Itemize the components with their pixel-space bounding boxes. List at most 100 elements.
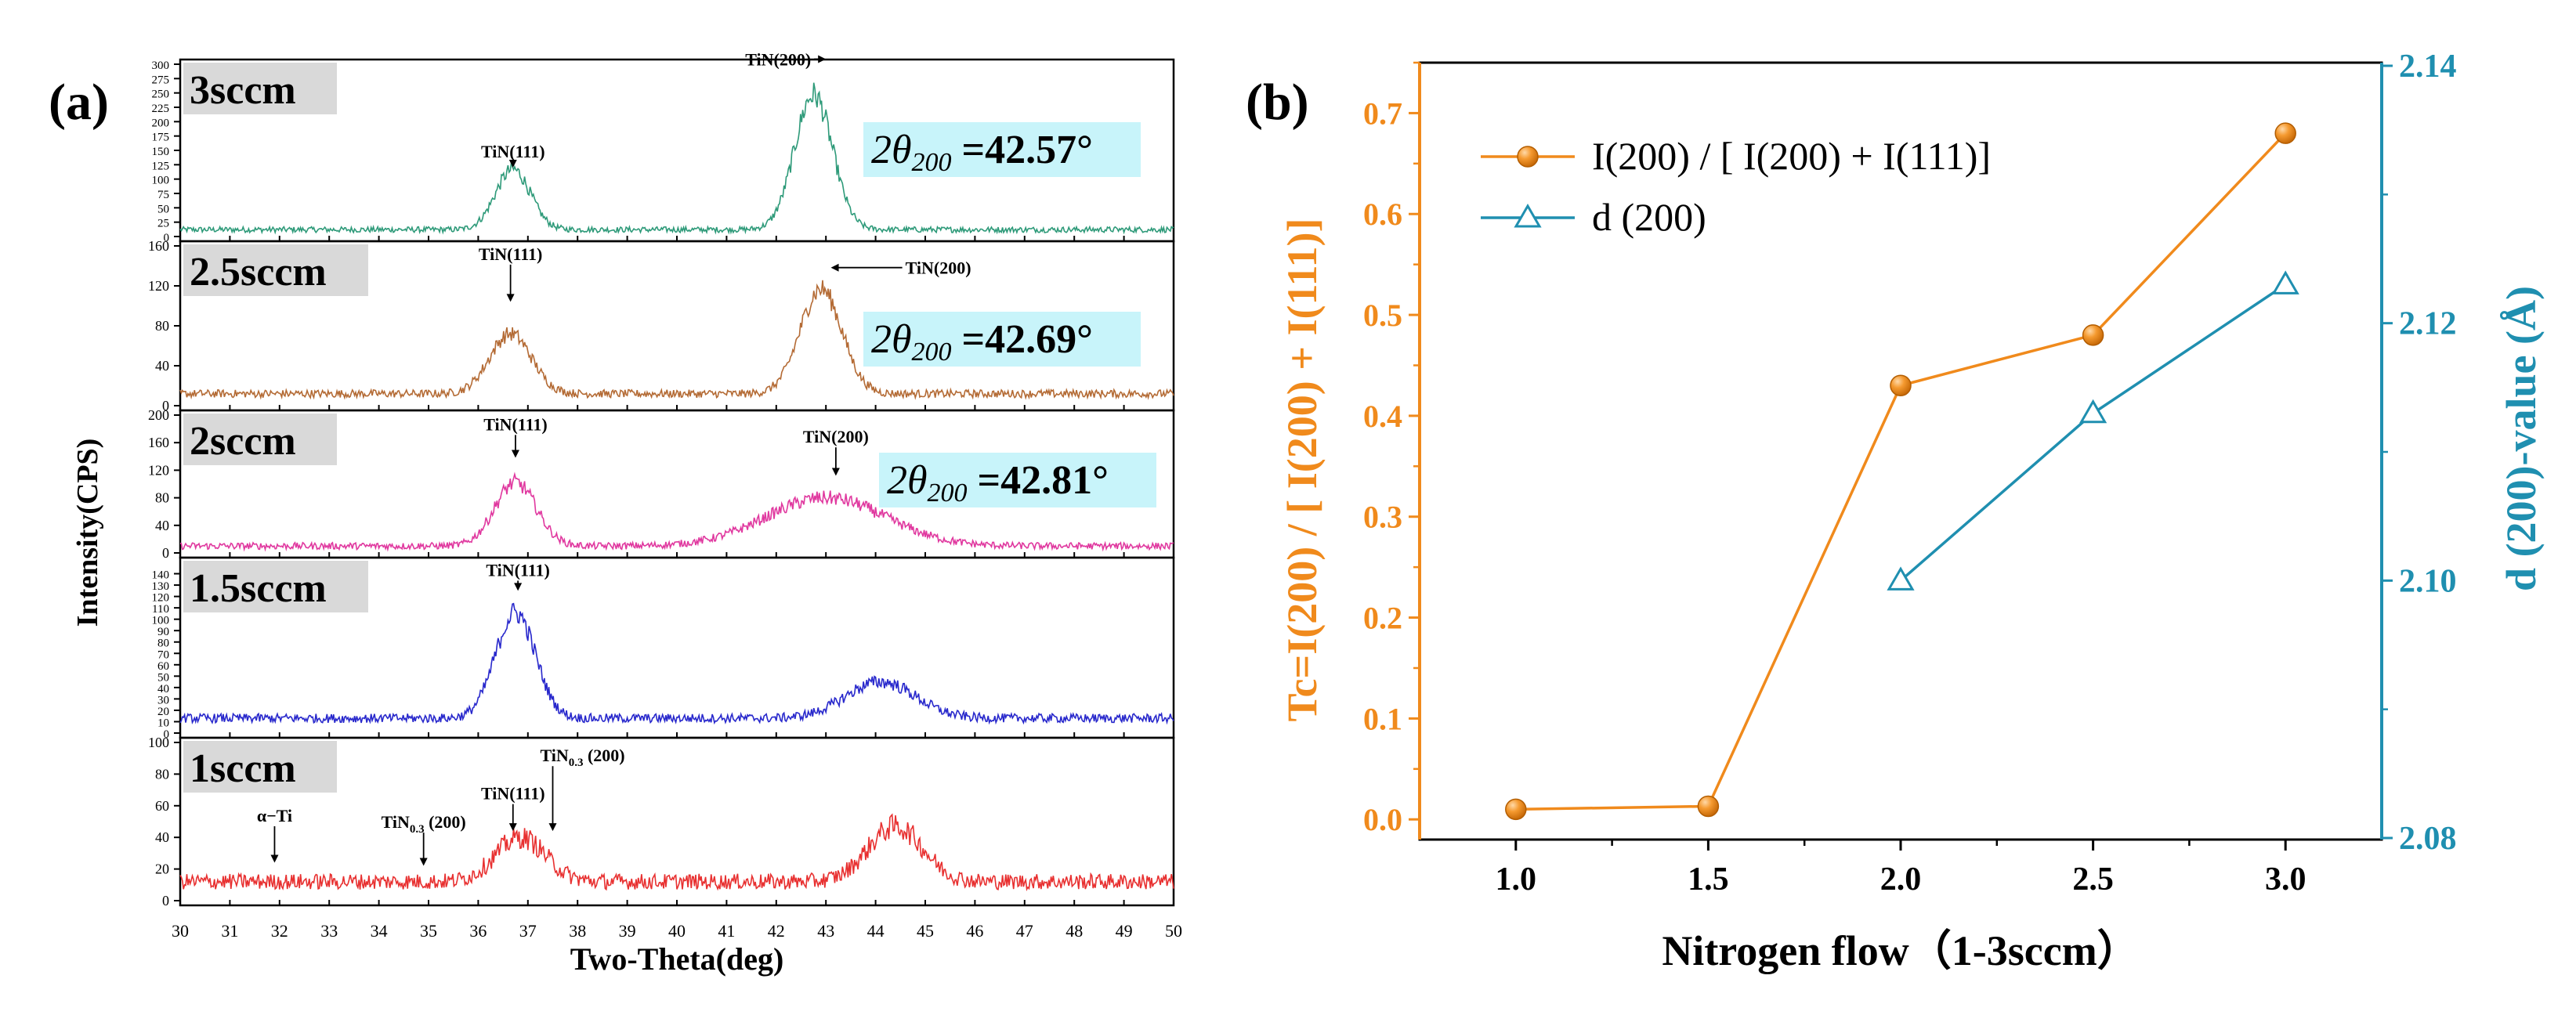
y-tick-label: 120 <box>148 278 169 294</box>
panel-a-x-axis-label: Two-Theta(deg) <box>570 941 784 977</box>
y-tick-label: 0 <box>162 545 169 561</box>
left-y-tick-label: 0.1 <box>1363 701 1402 736</box>
tc-point <box>2082 324 2104 346</box>
tc-point <box>1890 374 1912 397</box>
y-tick-label: 25 <box>157 218 169 230</box>
annotation-arrowhead <box>511 450 519 458</box>
x-tick-label: 45 <box>917 921 934 941</box>
spectrum-line-2.5sccm <box>179 280 1174 400</box>
y-tick-label: 140 <box>152 569 170 582</box>
y-tick-label: 40 <box>155 358 169 374</box>
peak-annotation: TiN(111) <box>481 784 545 804</box>
panel-b-x-axis-label: Nitrogen flow（1-3sccm） <box>1662 927 2139 974</box>
x-tick-label: 3.0 <box>2265 861 2306 898</box>
d200-point <box>2079 399 2107 424</box>
annotation-arrowhead <box>508 160 517 168</box>
y-tick-label: 300 <box>152 60 170 72</box>
annotation-arrowhead <box>831 468 840 476</box>
left-y-tick-label: 0.0 <box>1363 802 1402 837</box>
left-y-tick-label: 0.5 <box>1363 298 1402 333</box>
sample-label-box <box>183 244 368 296</box>
panel-b-label: (b) <box>1246 74 1309 131</box>
x-tick-label: 38 <box>569 921 586 941</box>
spectrum-line-1.5sccm <box>179 602 1174 725</box>
y-tick-label: 0 <box>164 728 170 741</box>
tc-point <box>2274 122 2296 144</box>
annotation-arrowhead <box>514 583 523 591</box>
right-y-tick-label: 2.08 <box>2399 821 2457 857</box>
panel-a-y-axis-label: Intensity(CPS) <box>71 439 104 627</box>
y-tick-label: 275 <box>152 74 170 86</box>
subplot-2sccm: 0 40 80 120 160 200 2sccm TiN(111) TiN(200) 2θ200… <box>148 407 1175 561</box>
annotation-arrowhead <box>419 858 428 866</box>
annotation-arrowhead <box>818 55 827 63</box>
legend-marker-tc <box>1517 146 1539 168</box>
annotation-arrowhead <box>506 294 515 302</box>
x-tick-label: 36 <box>469 921 487 941</box>
x-tick-label: 2.0 <box>1880 861 1922 898</box>
x-tick-label: 49 <box>1116 921 1133 941</box>
subplot-2.5sccm: 0 40 80 120 160 2.5sccm TiN(111) TiN(200) 2θ200 … <box>148 238 1175 414</box>
x-tick-label: 50 <box>1165 921 1182 941</box>
spectrum-line-2sccm <box>179 471 1174 552</box>
panel-a: (a) Intensity(CPS) Two-Theta(deg) 0 25 50 7… <box>49 49 1182 977</box>
left-y-tick-label: 0.6 <box>1363 197 1402 232</box>
legend-label-d200: d (200) <box>1592 195 1706 239</box>
peak-annotation: TiN(200) <box>803 427 869 446</box>
x-tick-label: 48 <box>1065 921 1083 941</box>
x-tick-label: 46 <box>966 921 983 941</box>
y-tick-label: 200 <box>152 117 170 129</box>
annotation-arrowhead <box>508 823 517 832</box>
x-tick-label: 39 <box>619 921 636 941</box>
x-tick-label: 42 <box>768 921 785 941</box>
y-tick-label: 80 <box>155 766 169 782</box>
y-tick-label: 60 <box>155 798 169 814</box>
y-tick-label: 0 <box>162 398 169 414</box>
right-y-tick-label: 2.10 <box>2399 563 2457 599</box>
peak-annotation: α−Ti <box>257 806 292 825</box>
subplot-3sccm: 0 25 50 75 100 125 150 175 200 225 250 275 300 3sccm T… <box>152 49 1175 244</box>
subplot-1sccm: 0 20 40 60 80 100 1sccm α−Ti TiN0.3 (200) TiN(111… <box>148 735 1175 908</box>
x-tick-label: 37 <box>519 921 537 941</box>
sample-label: 1sccm <box>190 746 296 791</box>
legend-label-tc: I(200) / [ I(200) + I(111)] <box>1592 134 1991 178</box>
x-tick-label: 33 <box>320 921 338 941</box>
tc-point <box>1505 798 1527 821</box>
sample-label-box <box>183 741 337 793</box>
panel-b-y-axis-labels: Tc=I(200) / [ I(200) + I(111)] d (200)-va… <box>1279 218 2545 721</box>
peak-position-label: 2θ200 =42.57° <box>871 128 1093 177</box>
sample-label: 1.5sccm <box>190 566 327 611</box>
left-y-tick-label: 0.7 <box>1363 96 1402 131</box>
y-tick-label: 70 <box>157 648 169 661</box>
peak-annotation: TiN(111) <box>481 142 545 161</box>
d200-point <box>1887 566 1915 591</box>
x-tick-label: 44 <box>867 921 885 941</box>
sample-label: 3sccm <box>190 68 296 113</box>
y-tick-label: 120 <box>148 462 169 478</box>
y-tick-label: 40 <box>155 829 169 845</box>
sample-label: 2.5sccm <box>190 250 327 294</box>
sample-label-box <box>183 561 368 612</box>
y-tick-label: 40 <box>155 518 169 533</box>
panel-b-plot-frame <box>1418 61 2383 841</box>
x-tick-label: 34 <box>371 921 388 941</box>
y-tick-label: 225 <box>152 103 170 115</box>
left-y-tick-label: 0.4 <box>1363 399 1402 434</box>
y-tick-label: 160 <box>148 435 169 450</box>
panel-b-legend: I(200) / [ I(200) + I(111)] d (200) <box>1481 134 1991 239</box>
annotation-arrowhead <box>548 823 557 832</box>
x-tick-label: 1.5 <box>1688 861 1729 898</box>
sample-label: 2sccm <box>190 419 296 464</box>
peak-position-box <box>863 122 1141 177</box>
panel-a-label: (a) <box>49 74 109 131</box>
annotation-arrowhead <box>830 263 839 272</box>
y-tick-label: 200 <box>148 407 169 423</box>
y-tick-label: 125 <box>152 160 170 172</box>
panel-a-x-ticks: 30 31 32 33 34 35 36 37 38 39 40 41 42 43 44 45 46 47 48 49… <box>172 921 1182 941</box>
y-tick-label: 150 <box>152 146 170 158</box>
y-tick-label: 75 <box>157 189 169 201</box>
left-y-tick-label: 0.3 <box>1363 500 1402 535</box>
y-tick-label: 50 <box>157 203 169 215</box>
panel-b: (b) 1.0 1.5 2.0 2.5 3.0 0.0 0.1 0.2 0.3 0.4 0.5 0.6… <box>1246 49 2545 974</box>
